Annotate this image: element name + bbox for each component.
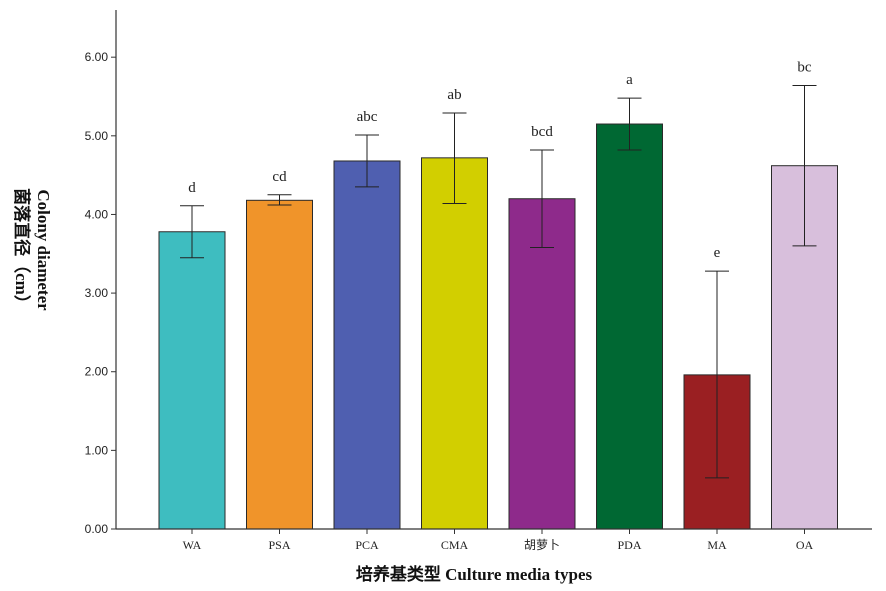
y-axis-title-line-2: 菌落直径（cm）: [12, 188, 32, 312]
significance-label: e: [714, 245, 721, 261]
y-axis-title: Colony diameter 菌落直径（cm）: [12, 188, 53, 312]
bar-CMA: [421, 157, 488, 530]
x-axis: WA PSA PCA CMA 胡萝卜 PDA MA OA: [116, 528, 872, 552]
x-tick-label: PCA: [355, 538, 379, 552]
bar-PSA: [246, 199, 313, 530]
y-tick-label: 1.00: [85, 443, 109, 457]
x-tick-label: PSA: [268, 538, 290, 552]
x-tick-label: MA: [707, 538, 727, 552]
x-axis-title: 培养基类型 Culture media types: [356, 564, 593, 584]
bar-WA: [158, 231, 226, 530]
bar-PDA: [596, 123, 663, 530]
y-tick-label: 2.00: [85, 365, 109, 379]
error-bars: [180, 84, 817, 479]
significance-label: abc: [357, 109, 378, 125]
y-tick-label: 4.00: [85, 207, 109, 221]
significance-label: cd: [272, 169, 287, 185]
significance-label: bc: [797, 59, 812, 75]
x-tick-label: PDA: [617, 538, 641, 552]
bar-PCA: [333, 160, 401, 530]
y-tick-label: 0.00: [85, 522, 109, 536]
y-axis: 0.00 1.00 2.00 3.00 4.00 5.00 6.00: [85, 10, 117, 536]
y-tick-label: 6.00: [85, 50, 109, 64]
x-tick-label: CMA: [441, 538, 469, 552]
significance-label: a: [626, 72, 633, 88]
x-tick-label: 胡萝卜: [524, 538, 560, 552]
y-tick-label: 5.00: [85, 129, 109, 143]
bars: [158, 123, 838, 530]
significance-label: bcd: [531, 124, 553, 140]
significance-labels: d cd abc ab bcd a e bc: [188, 59, 812, 261]
significance-label: ab: [447, 87, 461, 103]
y-tick-label: 3.00: [85, 286, 109, 300]
y-axis-title-line-1: Colony diameter: [34, 189, 53, 311]
x-tick-label: OA: [796, 538, 814, 552]
x-tick-label: WA: [183, 538, 202, 552]
significance-label: d: [188, 180, 196, 196]
bar-胡萝卜: [508, 198, 576, 530]
